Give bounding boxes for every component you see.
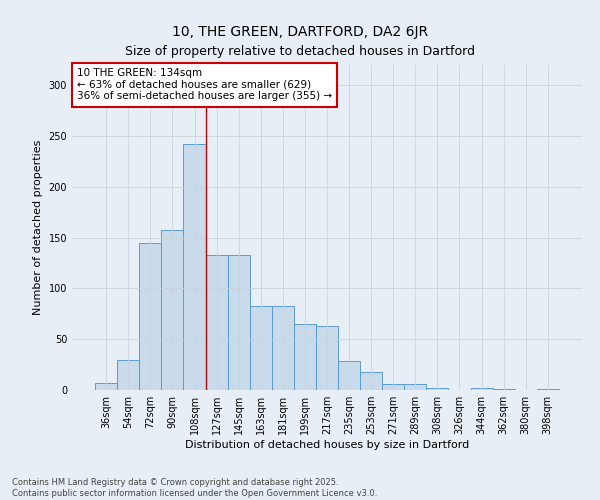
Text: Size of property relative to detached houses in Dartford: Size of property relative to detached ho… — [125, 45, 475, 58]
Bar — [338, 360, 360, 390]
Bar — [537, 389, 559, 390]
Bar — [382, 384, 404, 390]
Text: 10, THE GREEN, DARTFORD, DA2 6JR: 10, THE GREEN, DARTFORD, DA2 6JR — [172, 25, 428, 39]
Bar — [139, 242, 161, 390]
Bar — [250, 306, 272, 390]
Bar — [294, 324, 316, 390]
Bar — [404, 384, 427, 390]
Bar — [427, 388, 448, 390]
Text: 10 THE GREEN: 134sqm
← 63% of detached houses are smaller (629)
36% of semi-deta: 10 THE GREEN: 134sqm ← 63% of detached h… — [77, 68, 332, 102]
Text: Contains HM Land Registry data © Crown copyright and database right 2025.
Contai: Contains HM Land Registry data © Crown c… — [12, 478, 377, 498]
Bar — [184, 144, 206, 390]
Bar — [227, 255, 250, 390]
X-axis label: Distribution of detached houses by size in Dartford: Distribution of detached houses by size … — [185, 440, 469, 450]
Bar — [206, 255, 227, 390]
Bar — [161, 230, 184, 390]
Bar — [272, 306, 294, 390]
Bar — [117, 360, 139, 390]
Y-axis label: Number of detached properties: Number of detached properties — [33, 140, 43, 315]
Bar — [470, 388, 493, 390]
Bar — [95, 383, 117, 390]
Bar — [493, 389, 515, 390]
Bar — [360, 372, 382, 390]
Bar — [316, 326, 338, 390]
